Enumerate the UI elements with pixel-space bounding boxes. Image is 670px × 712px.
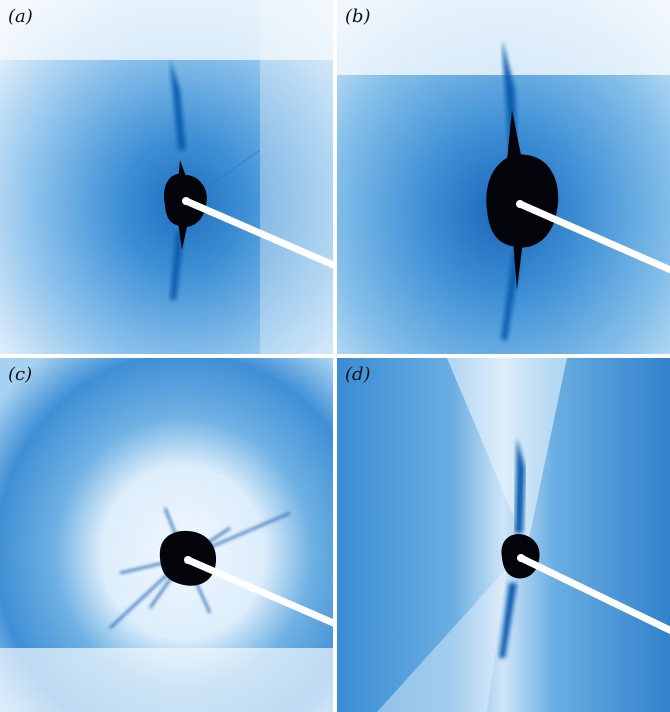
panel-d: (d) [337, 358, 670, 712]
beamstop-a [184, 197, 333, 269]
scattering-pattern-c [0, 358, 333, 712]
panel-a: (a) [0, 0, 333, 354]
panel-b: (b) [337, 0, 670, 354]
scattering-pattern-a [0, 0, 333, 354]
panel-c: (c) [0, 358, 333, 712]
panel-label-d: (d) [345, 364, 371, 385]
panel-label-b: (b) [345, 6, 371, 27]
panel-label-c: (c) [8, 364, 33, 385]
beamstop-c [186, 556, 333, 627]
beamstop-b [518, 200, 670, 274]
scattering-pattern-b [337, 0, 670, 354]
beamstop-d [519, 554, 670, 635]
scattering-pattern-d [337, 358, 670, 712]
panel-label-a: (a) [8, 6, 33, 27]
